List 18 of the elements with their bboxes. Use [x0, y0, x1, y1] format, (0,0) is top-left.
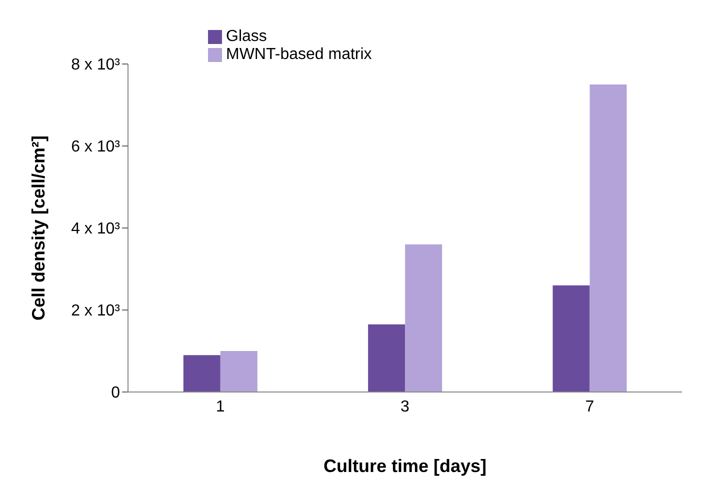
- bar: [590, 84, 627, 392]
- y-tick-label: 6 x 10³: [71, 138, 121, 156]
- bar: [220, 351, 258, 392]
- bar: [552, 285, 590, 392]
- y-tick-label: 0: [111, 384, 120, 402]
- y-tick-label: 2 x 10³: [71, 302, 121, 320]
- legend-label: MWNT-based matrix: [226, 46, 372, 63]
- legend-label: Glass: [226, 28, 267, 45]
- x-tick-label: 7: [585, 398, 594, 416]
- y-tick-label: 8 x 10³: [71, 56, 121, 74]
- bar: [405, 244, 442, 392]
- bar: [368, 324, 406, 392]
- x-axis-title: Culture time [days]: [323, 456, 487, 476]
- x-tick-label: 3: [400, 398, 410, 416]
- bar: [183, 355, 220, 392]
- y-axis-title: Cell density [cell/cm²]: [28, 135, 48, 321]
- x-tick-label: 1: [216, 398, 225, 416]
- y-tick-label: 4 x 10³: [71, 220, 121, 238]
